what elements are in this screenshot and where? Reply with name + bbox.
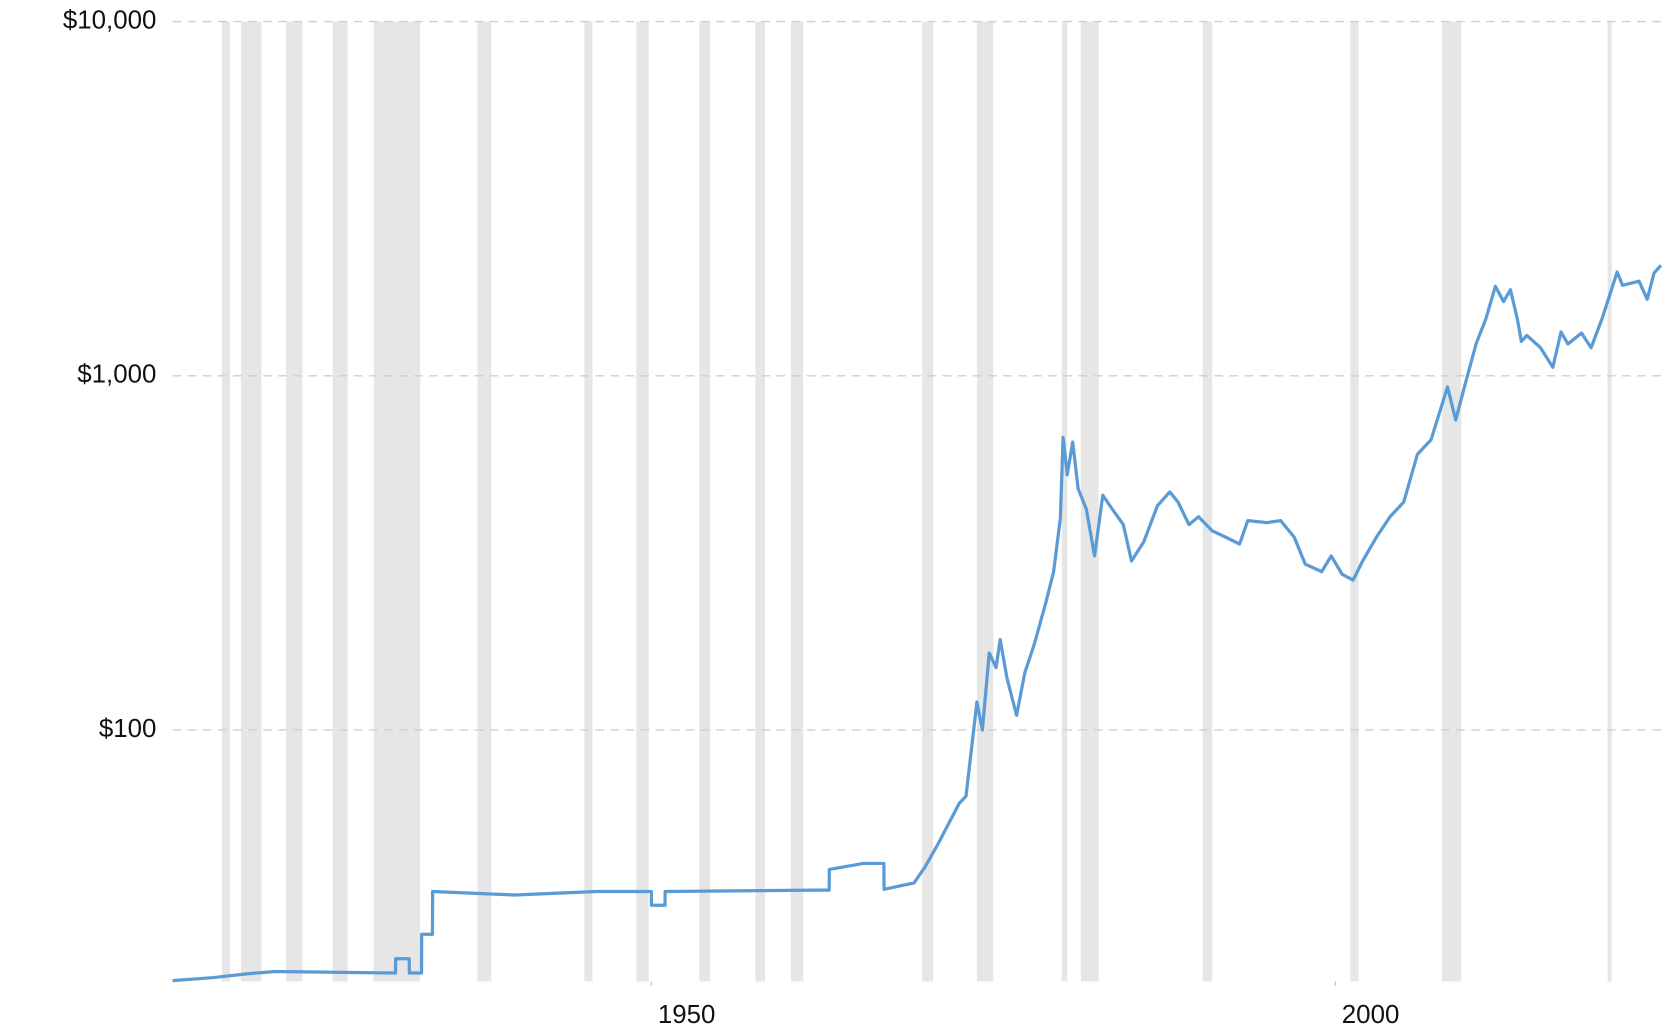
recession-band bbox=[790, 21, 804, 982]
recession-band bbox=[1202, 21, 1213, 982]
recession-band bbox=[922, 21, 934, 982]
y-tick-label: $1,000 bbox=[77, 361, 156, 389]
recession-band bbox=[584, 21, 593, 982]
recession-band bbox=[755, 21, 765, 982]
recession-band bbox=[221, 21, 231, 982]
recession-band bbox=[1442, 21, 1462, 982]
recession-band bbox=[1080, 21, 1099, 982]
price-line bbox=[172, 264, 1663, 983]
recession-band bbox=[286, 21, 303, 982]
recession-band bbox=[240, 21, 262, 982]
recession-band bbox=[636, 21, 649, 982]
y-tick-label: $100 bbox=[99, 715, 157, 743]
recession-band bbox=[332, 21, 348, 982]
recession-band bbox=[373, 21, 421, 982]
recession-band bbox=[1061, 21, 1068, 982]
recession-band bbox=[477, 21, 492, 982]
recession-band bbox=[1350, 21, 1359, 982]
recession-band bbox=[699, 21, 711, 982]
recession-band bbox=[976, 21, 994, 982]
x-tick-label: 1950 bbox=[658, 1001, 716, 1029]
y-tick-label: $10,000 bbox=[63, 6, 157, 34]
x-tick-label: 2000 bbox=[1342, 1001, 1400, 1029]
recession-band bbox=[1607, 21, 1612, 982]
